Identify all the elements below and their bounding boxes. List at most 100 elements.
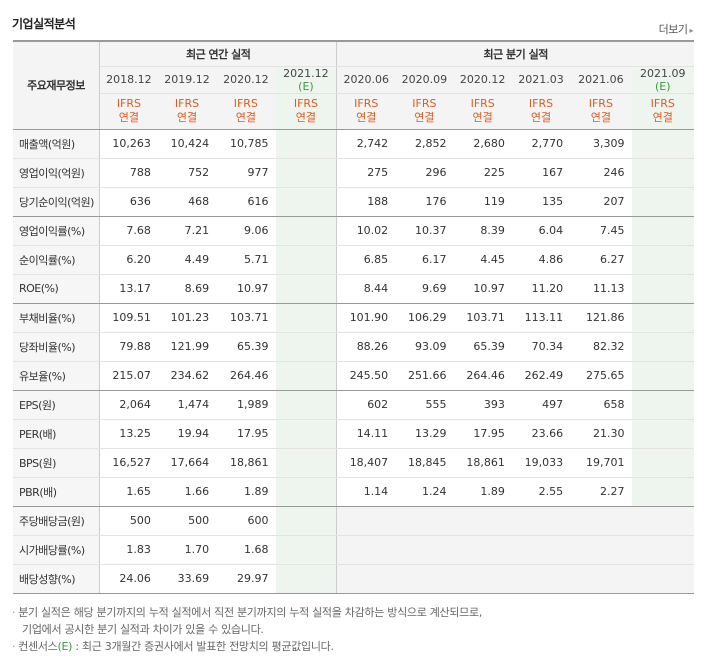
quarter-value: 2.55	[511, 477, 571, 507]
annual-value	[275, 187, 338, 217]
quarter-value: 3,309	[570, 129, 632, 159]
annual-value: 65.39	[216, 332, 276, 362]
annual-value: 1.66	[157, 477, 217, 507]
period-header: 2020.06	[336, 66, 396, 94]
row-label: 매출액(억원)	[13, 129, 100, 159]
ifrs-badge: IFRS 연결	[216, 93, 276, 130]
annual-value: 24.06	[99, 564, 158, 594]
empty-cell	[631, 506, 694, 536]
table-row: ROE(%) 13.17 8.69 10.97 8.44 9.69 10.97 11.20 11…	[13, 274, 694, 304]
annual-value: 1,989	[216, 390, 276, 420]
period-header: 2020.12	[453, 66, 512, 94]
annual-value: 103.71	[216, 303, 276, 333]
quarter-value: 18,861	[453, 448, 512, 478]
quarter-value: 1.24	[395, 477, 454, 507]
annual-value: 10,785	[216, 129, 276, 159]
quarter-value: 13.29	[395, 419, 454, 449]
quarter-value: 10.02	[336, 216, 396, 246]
annual-value	[275, 477, 338, 507]
empty-cell	[570, 506, 632, 536]
row-label: 시가배당률(%)	[13, 535, 100, 565]
empty-cell	[570, 535, 632, 565]
ifrs-badge: IFRS 연결	[99, 93, 158, 130]
row-label: 유보율(%)	[13, 361, 100, 391]
period-header: 2019.12	[157, 66, 217, 94]
quarter-value: 2,742	[336, 129, 396, 159]
empty-cell	[395, 506, 454, 536]
annual-value: 215.07	[99, 361, 158, 391]
quarter-value	[631, 332, 694, 362]
quarter-group-header: 최근 분기 실적	[336, 40, 694, 67]
quarter-value: 9.69	[395, 274, 454, 304]
row-label: 주당배당금(원)	[13, 506, 100, 536]
row-label: 배당성향(%)	[13, 564, 100, 594]
annual-value	[275, 129, 338, 159]
annual-value: 13.17	[99, 274, 158, 304]
annual-value: 17,664	[157, 448, 217, 478]
table-row: BPS(원) 16,527 17,664 18,861 18,407 18,845 18,8…	[13, 448, 694, 478]
quarter-value: 106.29	[395, 303, 454, 333]
footnote-1: · 분기 실적은 해당 분기까지의 누적 실적에서 직전 분기까지의 누적 실적을…	[12, 606, 483, 619]
quarter-value	[631, 274, 694, 304]
annual-value: 1.65	[99, 477, 158, 507]
quarter-value	[631, 477, 694, 507]
empty-cell	[336, 506, 396, 536]
quarter-value: 65.39	[453, 332, 512, 362]
quarter-value: 6.17	[395, 245, 454, 275]
quarter-value	[631, 158, 694, 188]
annual-value	[275, 216, 338, 246]
annual-value: 468	[157, 187, 217, 217]
annual-value: 7.68	[99, 216, 158, 246]
empty-cell	[453, 535, 512, 565]
empty-cell	[395, 564, 454, 594]
annual-group-header: 최근 연간 실적	[99, 40, 338, 67]
quarter-value: 121.86	[570, 303, 632, 333]
annual-value: 5.71	[216, 245, 276, 275]
quarter-value: 8.39	[453, 216, 512, 246]
row-label: BPS(원)	[13, 448, 100, 478]
quarter-value: 1.14	[336, 477, 396, 507]
annual-value: 17.95	[216, 419, 276, 449]
row-label: PBR(배)	[13, 477, 100, 507]
quarter-value: 497	[511, 390, 571, 420]
annual-value: 1.68	[216, 535, 276, 565]
quarter-value: 262.49	[511, 361, 571, 391]
quarter-value	[631, 216, 694, 246]
quarter-value: 119	[453, 187, 512, 217]
annual-value: 16,527	[99, 448, 158, 478]
annual-value: 18,861	[216, 448, 276, 478]
quarter-value	[631, 390, 694, 420]
quarter-value	[631, 187, 694, 217]
annual-value	[275, 564, 338, 594]
quarter-value	[631, 361, 694, 391]
quarter-value: 555	[395, 390, 454, 420]
quarter-value: 18,845	[395, 448, 454, 478]
row-label: 순이익률(%)	[13, 245, 100, 275]
footnotes: · 분기 실적은 해당 분기까지의 누적 실적에서 직전 분기까지의 누적 실적을…	[12, 604, 482, 655]
annual-value	[275, 506, 338, 536]
annual-value: 109.51	[99, 303, 158, 333]
quarter-value: 19,033	[511, 448, 571, 478]
quarter-value: 275.65	[570, 361, 632, 391]
annual-value	[275, 390, 338, 420]
annual-value: 500	[99, 506, 158, 536]
empty-cell	[631, 564, 694, 594]
annual-value: 1.83	[99, 535, 158, 565]
footnote-2: · 컨센서스(E) : 최근 3개월간 증권사에서 발표한 전망치의 평균값입니다…	[12, 640, 334, 653]
quarter-value: 101.90	[336, 303, 396, 333]
empty-cell	[336, 564, 396, 594]
annual-value: 8.69	[157, 274, 217, 304]
quarter-value: 10.37	[395, 216, 454, 246]
empty-cell	[570, 564, 632, 594]
annual-value: 788	[99, 158, 158, 188]
empty-cell	[453, 564, 512, 594]
quarter-value: 14.11	[336, 419, 396, 449]
quarter-value: 6.04	[511, 216, 571, 246]
annual-value: 600	[216, 506, 276, 536]
empty-cell	[336, 535, 396, 565]
annual-value: 616	[216, 187, 276, 217]
quarter-value: 1.89	[453, 477, 512, 507]
annual-value: 977	[216, 158, 276, 188]
more-link[interactable]: 더보기 ▸	[659, 21, 694, 37]
quarter-value: 275	[336, 158, 396, 188]
